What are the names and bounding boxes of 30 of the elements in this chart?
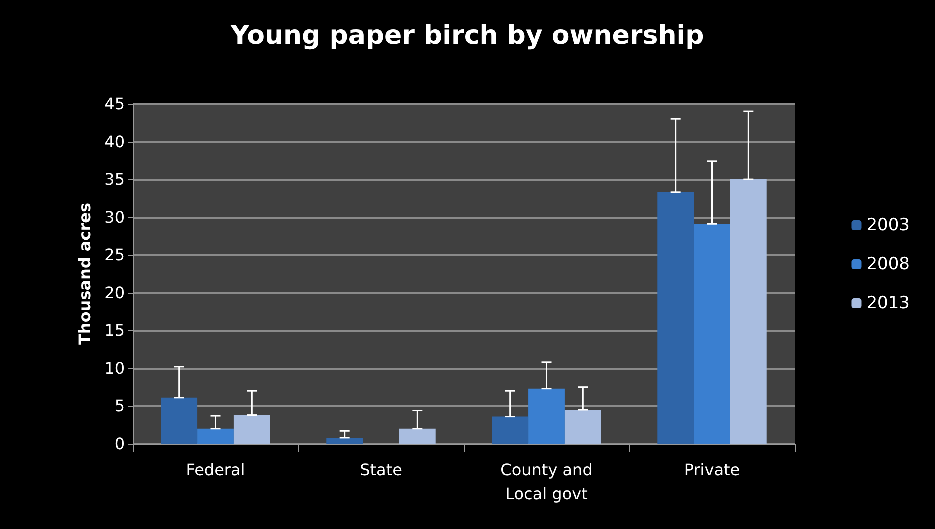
legend-label: 2013 [866, 294, 910, 314]
bar [326, 438, 364, 444]
bar [492, 416, 529, 444]
x-tick-label: State [360, 460, 402, 480]
bar [658, 192, 694, 444]
y-tick-label: 15 [104, 321, 125, 340]
bar [234, 415, 270, 444]
chart-title: Young paper birch by ownership [230, 21, 704, 51]
bar [399, 428, 436, 444]
y-axis-title: Thousand acres [76, 203, 94, 345]
bar [161, 398, 198, 444]
legend-label: 2003 [866, 216, 910, 236]
bar [694, 224, 730, 444]
y-tick-label: 40 [104, 132, 125, 152]
y-tick-label: 5 [114, 396, 125, 416]
x-tick-label: County and Local govt [500, 460, 593, 504]
bar [730, 180, 767, 444]
bar [198, 428, 234, 444]
y-tick-label: 10 [104, 358, 125, 378]
y-tick-label: 0 [114, 434, 125, 454]
y-tick-label: 35 [104, 170, 125, 190]
x-tick-label: Private [684, 460, 740, 480]
y-tick-label: 25 [104, 246, 125, 265]
bar [564, 410, 602, 444]
y-tick-label: 20 [104, 283, 125, 302]
bar [528, 388, 565, 444]
x-tick-label: Federal [186, 460, 246, 480]
y-tick-label: 45 [104, 94, 125, 114]
y-tick-label: 30 [104, 208, 125, 227]
legend-label: 2008 [866, 254, 910, 274]
